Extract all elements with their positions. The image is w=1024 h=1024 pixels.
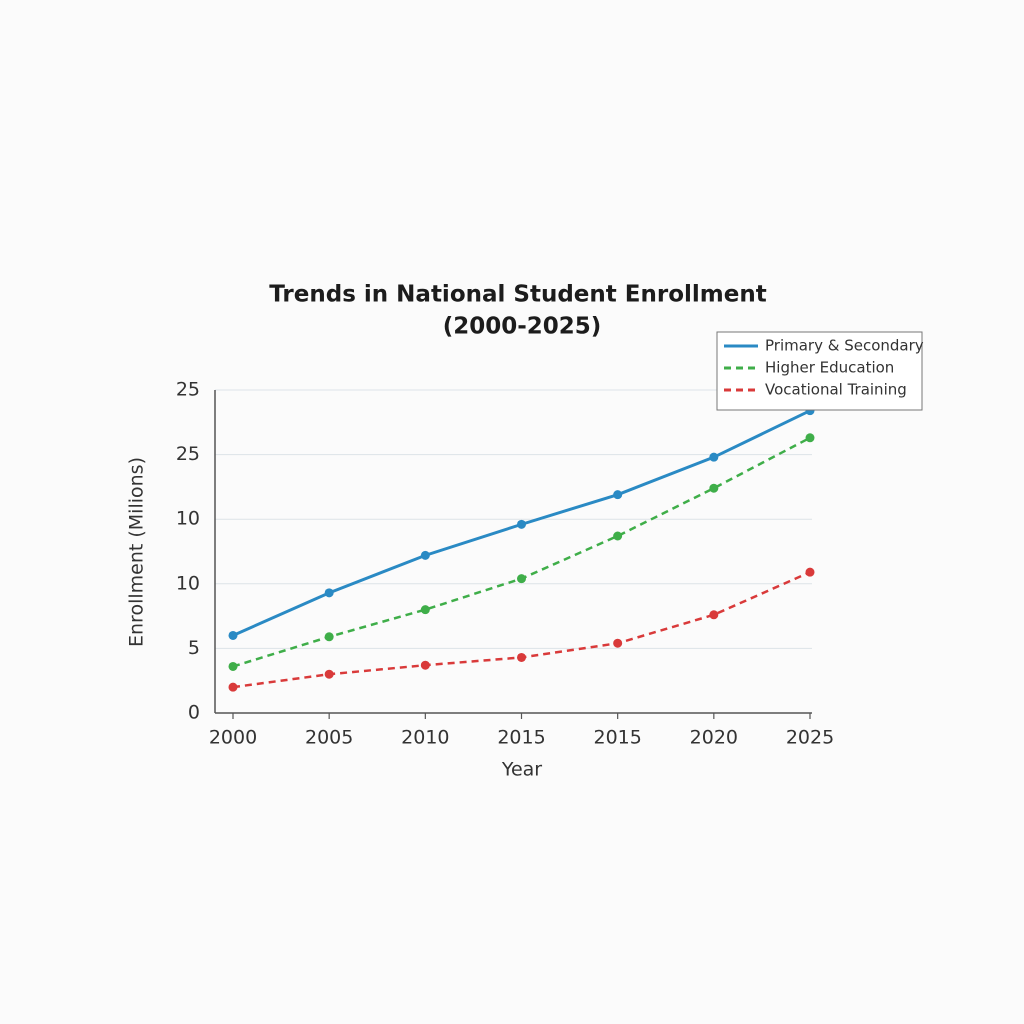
data-point [805,567,815,577]
data-point [324,588,334,598]
y-tick-label: 0 [188,702,200,724]
data-point [613,638,623,648]
data-point [420,660,430,670]
y-tick-label: 10 [176,572,200,594]
data-point [517,574,526,584]
data-point [228,682,238,692]
x-tick-label: 2015 [497,727,545,749]
data-point [709,452,719,462]
x-tick-label: 2025 [786,727,834,749]
x-tick-label: 2020 [690,727,738,749]
y-tick-label: 25 [176,443,200,465]
data-point [324,669,334,679]
data-point [517,519,526,529]
x-axis-title: Year [501,759,542,781]
data-point [420,605,430,615]
chart-subtitle: (2000-2025) [443,314,602,340]
chart-title: Trends in National Student Enrollment [269,282,766,308]
y-axis-title: Enrollment (Milions) [126,457,148,647]
data-point [228,630,238,640]
x-tick-label: 2015 [593,727,641,749]
data-point [613,490,623,500]
x-tick-label: 2010 [401,727,449,749]
y-tick-label: 5 [188,637,200,659]
data-point [805,433,815,443]
y-tick-label: 25 [176,379,200,401]
legend-label: Vocational Training [765,381,907,399]
data-point [228,661,238,671]
data-point [709,483,719,493]
x-tick-label: 2000 [209,727,257,749]
data-point [324,632,334,642]
data-point [517,652,526,662]
x-tick-label: 2005 [305,727,353,749]
legend-label: Primary & Secondary [765,337,924,355]
legend-label: Higher Education [765,359,894,377]
data-point [709,610,719,620]
y-tick-label: 10 [176,508,200,530]
data-point [613,531,623,541]
data-point [420,550,430,560]
